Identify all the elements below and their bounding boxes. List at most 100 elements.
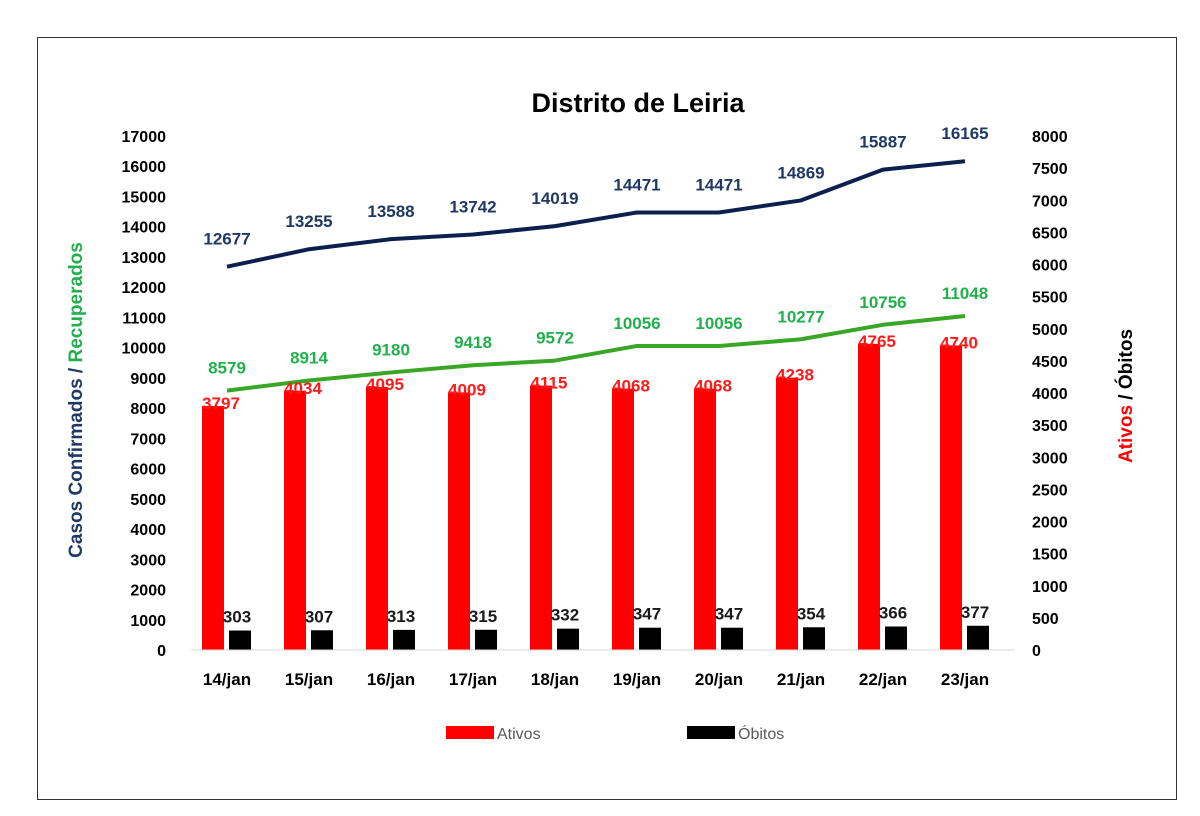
x-category-label: 20/jan [695, 670, 743, 689]
combo-chart: Distrito de Leiria 010002000300040005000… [66, 88, 1137, 743]
x-category-label: 15/jan [285, 670, 333, 689]
right-axis-ticks: 0 500 1000 1500 2000 2500 3000 3500 4000 4500 5000… [1032, 129, 1068, 660]
right-tick-label: 4000 [1032, 386, 1068, 403]
left-tick-label: 14000 [122, 220, 167, 237]
left-tick-label: 17000 [122, 129, 167, 146]
legend-swatch-obitos [687, 726, 735, 739]
data-label-confirmados: 12677 [203, 230, 250, 249]
line-confirmados [226, 159, 966, 269]
right-tick-label: 7000 [1032, 193, 1068, 210]
bar-obitos [885, 626, 907, 650]
right-axis-title-ativos: Ativos [1116, 405, 1137, 463]
data-label-confirmados: 13588 [367, 202, 414, 221]
x-category-label: 23/jan [941, 670, 989, 689]
data-label-confirmados: 15887 [859, 133, 906, 152]
bar-ativos [694, 388, 716, 650]
x-category-label: 22/jan [859, 670, 907, 689]
bar-obitos [229, 630, 251, 650]
left-tick-label: 5000 [130, 492, 166, 509]
x-category-label: 16/jan [367, 670, 415, 689]
right-tick-label: 6500 [1032, 225, 1068, 242]
right-tick-label: 8000 [1032, 129, 1068, 146]
data-label-confirmados: 13742 [449, 198, 496, 217]
bar-ativos [202, 406, 224, 650]
bar-obitos [639, 627, 661, 650]
x-category-label: 14/jan [203, 670, 251, 689]
right-tick-label: 1500 [1032, 547, 1068, 564]
right-tick-label: 0 [1032, 643, 1041, 660]
data-label-obitos: 347 [715, 605, 743, 624]
left-tick-label: 9000 [130, 371, 166, 388]
right-axis-title-separator: / [1116, 389, 1137, 405]
bar-ativos [776, 377, 798, 650]
right-tick-label: 7500 [1032, 161, 1068, 178]
right-tick-label: 5500 [1032, 290, 1068, 307]
data-label-recuperados: 10056 [613, 314, 660, 333]
x-category-label: 17/jan [449, 670, 497, 689]
bar-ativos [448, 392, 470, 650]
bar-obitos [557, 628, 579, 650]
data-label-obitos: 366 [879, 603, 907, 622]
data-label-ativos: 4009 [448, 380, 486, 399]
data-label-ativos: 4115 [531, 374, 568, 393]
data-label-recuperados: 10277 [777, 307, 824, 326]
bar-obitos [967, 625, 989, 650]
left-tick-label: 8000 [130, 401, 166, 418]
data-label-confirmados: 14471 [695, 175, 742, 194]
bar-obitos [393, 629, 415, 650]
left-tick-label: 4000 [130, 522, 166, 539]
left-tick-label: 12000 [122, 280, 167, 297]
data-label-obitos: 307 [305, 607, 333, 626]
left-tick-label: 15000 [122, 189, 167, 206]
x-category-label: 19/jan [613, 670, 661, 689]
chart-title: Distrito de Leiria [531, 88, 745, 118]
bar-obitos [721, 627, 743, 650]
legend-swatch-ativos [446, 726, 494, 739]
right-tick-label: 4500 [1032, 354, 1068, 371]
x-category-label: 21/jan [777, 670, 825, 689]
data-label-obitos: 347 [633, 605, 661, 624]
left-tick-label: 0 [157, 643, 166, 660]
left-axis-ticks: 0 1000 2000 3000 4000 5000 6000 7000 8000 9000 100… [122, 129, 167, 660]
right-tick-label: 6000 [1032, 258, 1068, 275]
data-label-confirmados: 13255 [285, 212, 332, 231]
left-tick-label: 7000 [130, 431, 166, 448]
right-tick-label: 3500 [1032, 418, 1068, 435]
data-label-ativos: 4765 [858, 332, 896, 351]
left-axis-title: Casos Confirmados / Recuperados [66, 242, 87, 558]
right-tick-label: 1000 [1032, 579, 1068, 596]
data-labels-layer: 12677 13255 13588 13742 14019 14471 14471 14869… [202, 124, 989, 626]
bars-layer [202, 343, 989, 650]
left-tick-label: 1000 [130, 613, 166, 630]
data-label-obitos: 377 [961, 603, 989, 622]
bar-ativos [612, 388, 634, 650]
data-label-ativos: 4068 [612, 377, 650, 396]
left-tick-label: 2000 [130, 583, 166, 600]
right-tick-label: 2500 [1032, 482, 1068, 499]
line-recuperados [226, 313, 966, 393]
data-label-ativos: 4034 [284, 379, 322, 398]
bar-ativos [284, 390, 306, 650]
x-axis-categories: 14/jan 15/jan 16/jan 17/jan 18/jan 19/jan 20/j… [203, 670, 989, 689]
data-label-obitos: 354 [797, 604, 826, 623]
left-axis-title-recuperados: Recuperados [66, 242, 87, 362]
data-label-recuperados: 10756 [859, 293, 906, 312]
data-label-ativos: 4068 [694, 377, 732, 396]
bar-obitos [475, 629, 497, 650]
data-label-confirmados: 14019 [531, 189, 578, 208]
left-tick-label: 16000 [122, 159, 167, 176]
bar-obitos [803, 627, 825, 650]
right-axis-title: Ativos / Óbitos [1115, 329, 1137, 463]
bar-ativos [530, 385, 552, 650]
left-axis-title-confirmados: Casos Confirmados [66, 378, 87, 557]
data-label-ativos: 4238 [776, 366, 814, 385]
data-label-obitos: 315 [469, 607, 497, 626]
data-label-recuperados: 8579 [208, 359, 246, 378]
data-label-ativos: 4095 [366, 375, 404, 394]
lines-layer [226, 159, 966, 393]
legend: Ativos Óbitos [446, 724, 784, 743]
chart-frame: Distrito de Leiria 0 1000 2000 3000 4000 5000… [37, 37, 1177, 800]
data-label-recuperados: 9418 [454, 333, 492, 352]
right-tick-label: 5000 [1032, 322, 1068, 339]
data-label-confirmados: 16165 [941, 124, 988, 143]
